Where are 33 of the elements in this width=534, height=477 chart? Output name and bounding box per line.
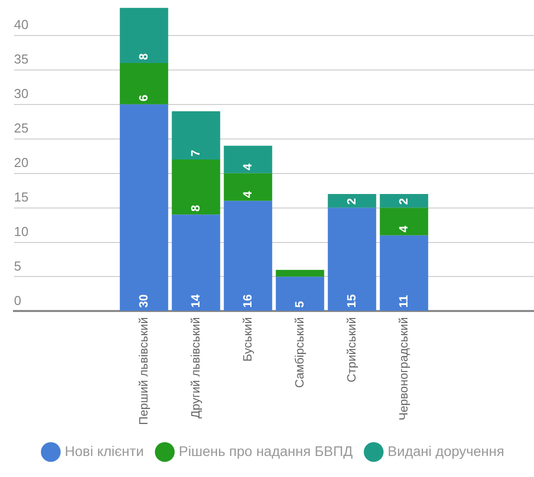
data-label: 4 <box>396 225 410 232</box>
y-tick-label: 30 <box>14 86 28 101</box>
x-tick-label: Другий львівський <box>188 317 202 418</box>
y-tick-label: 25 <box>14 120 28 136</box>
x-tick-label: Буський <box>240 317 254 362</box>
y-tick-label: 5 <box>14 258 22 274</box>
data-label: 5 <box>292 300 306 308</box>
y-tick-label: 0 <box>14 292 22 308</box>
legend-label: Видані доручення <box>388 442 504 459</box>
data-label: 15 <box>344 294 358 308</box>
x-tick-label: Перший львівський <box>136 317 150 426</box>
data-label: 6 <box>136 94 150 102</box>
data-label: 7 <box>188 150 202 157</box>
y-tick-label: 40 <box>14 16 28 32</box>
legend-label: Рішень про надання БВПД <box>178 442 354 459</box>
data-label: 2 <box>396 198 410 205</box>
data-label: 8 <box>136 52 150 60</box>
data-label: 4 <box>240 190 254 198</box>
data-label: 16 <box>240 294 254 308</box>
data-label: 2 <box>344 198 358 205</box>
data-label: 4 <box>240 163 254 170</box>
legend-label: Нові клієнти <box>64 442 144 459</box>
data-label: 14 <box>188 294 202 308</box>
y-tick-label: 15 <box>14 189 28 204</box>
y-tick-label: 20 <box>14 154 28 170</box>
y-tick-label: 35 <box>14 51 28 66</box>
x-tick-label: Самбірський <box>292 317 306 388</box>
data-label: 8 <box>188 204 202 212</box>
x-tick-label: Стрийський <box>344 317 358 382</box>
x-tick-label: Червоноградський <box>396 317 410 420</box>
data-label: 11 <box>396 294 410 308</box>
data-label: 30 <box>136 294 150 308</box>
y-tick-label: 10 <box>14 224 28 239</box>
